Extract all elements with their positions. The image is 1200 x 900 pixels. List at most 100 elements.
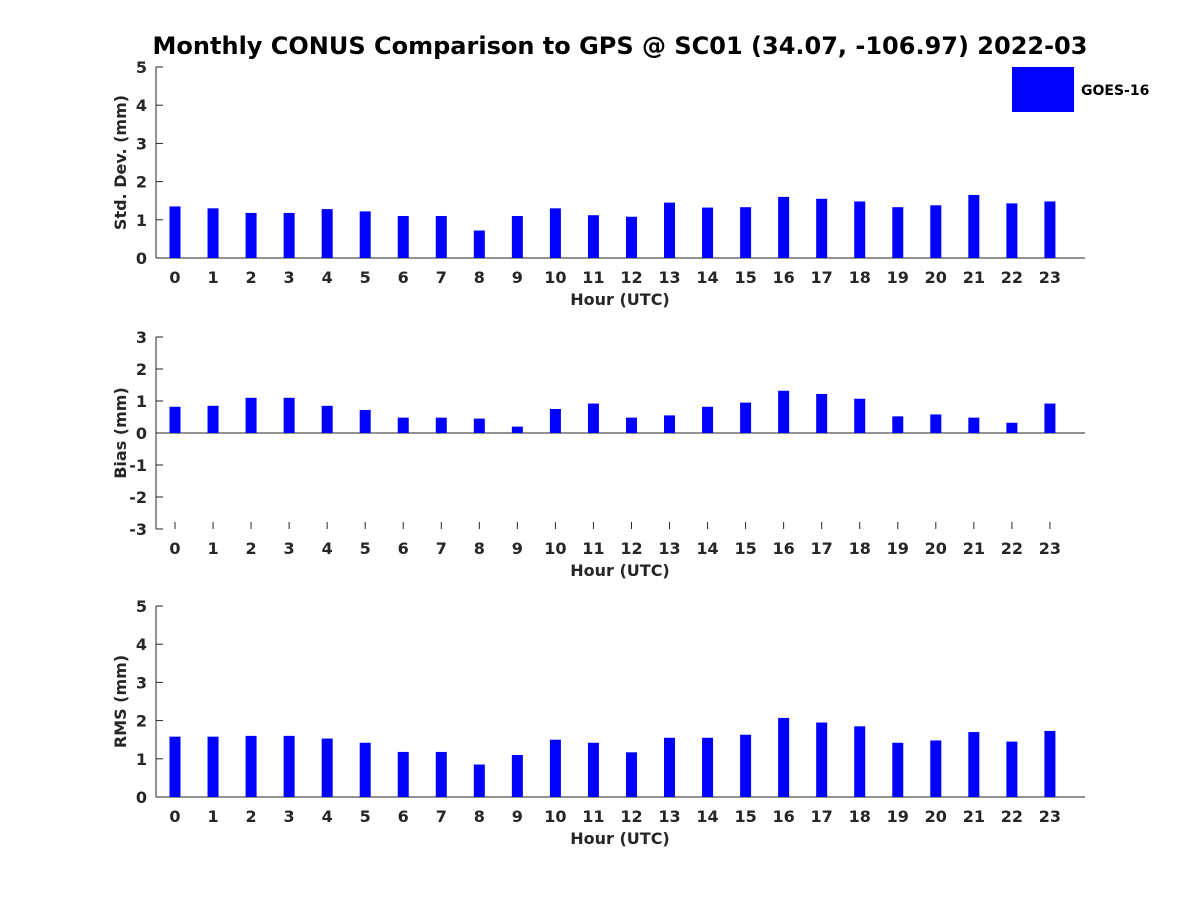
- rms-x-tick-label: 15: [734, 807, 756, 826]
- std-dev-x-tick-label: 1: [207, 268, 218, 287]
- bias-bar: [511, 426, 523, 433]
- rms-x-tick-label: 9: [512, 807, 523, 826]
- rms-bar: [321, 738, 333, 797]
- std-dev-y-axis-label: Std. Dev. (mm): [111, 95, 130, 230]
- rms-bar: [1006, 741, 1018, 797]
- bias-x-tick-label: 14: [696, 539, 718, 558]
- std-dev-bar: [816, 198, 828, 258]
- bias-bar: [892, 416, 904, 433]
- std-dev-y-tick-label: 1: [136, 211, 147, 230]
- std-dev-bar: [321, 209, 333, 258]
- bias-bar: [968, 417, 980, 433]
- legend-swatch: [1012, 67, 1074, 112]
- std-dev-bar: [778, 196, 790, 258]
- rms-bar: [169, 736, 181, 797]
- rms-x-tick-label: 22: [1001, 807, 1023, 826]
- std-dev-bar: [1044, 201, 1056, 258]
- bias-x-tick-label: 23: [1039, 539, 1061, 558]
- bias-bar: [245, 397, 257, 433]
- bias-y-axis-label: Bias (mm): [111, 387, 130, 479]
- std-dev-x-tick-label: 11: [582, 268, 604, 287]
- bias-x-tick-label: 10: [544, 539, 566, 558]
- std-dev-x-tick-label: 9: [512, 268, 523, 287]
- bias-y-tick-label: -2: [129, 488, 147, 507]
- std-dev-x-tick-label: 3: [284, 268, 295, 287]
- std-dev-x-tick-label: 12: [620, 268, 642, 287]
- std-dev-bar: [587, 215, 599, 258]
- bias-bar: [664, 415, 676, 433]
- std-dev-x-tick-label: 21: [963, 268, 985, 287]
- bias-x-tick-label: 22: [1001, 539, 1023, 558]
- std-dev-x-tick-label: 20: [925, 268, 947, 287]
- rms-bar: [968, 732, 980, 797]
- rms-x-tick-label: 6: [398, 807, 409, 826]
- rms-bar: [664, 737, 676, 797]
- rms-x-tick-label: 20: [925, 807, 947, 826]
- rms-x-tick-label: 14: [696, 807, 718, 826]
- bias-x-tick-label: 7: [436, 539, 447, 558]
- std-dev-x-tick-label: 10: [544, 268, 566, 287]
- bias-y-tick-label: -3: [129, 520, 147, 539]
- bias-x-tick-label: 21: [963, 539, 985, 558]
- std-dev-bar: [625, 216, 637, 258]
- bias-x-tick-label: 5: [360, 539, 371, 558]
- bias-bar: [740, 402, 752, 433]
- bias-bar: [321, 405, 333, 433]
- std-dev-y-tick-label: 2: [136, 173, 147, 192]
- rms-x-tick-label: 12: [620, 807, 642, 826]
- rms-bar: [816, 722, 828, 797]
- rms-x-tick-label: 8: [474, 807, 485, 826]
- rms-bar: [625, 752, 637, 797]
- std-dev-bar: [930, 205, 942, 258]
- rms-x-tick-label: 17: [811, 807, 833, 826]
- bias-bar: [169, 406, 181, 433]
- rms-x-tick-label: 3: [284, 807, 295, 826]
- bias-x-tick-label: 6: [398, 539, 409, 558]
- std-dev-x-tick-label: 16: [773, 268, 795, 287]
- std-dev-x-tick-label: 2: [246, 268, 257, 287]
- bias-bar: [1006, 422, 1018, 433]
- std-dev-bar: [435, 215, 447, 258]
- std-dev-x-tick-label: 14: [696, 268, 718, 287]
- rms-x-tick-label: 21: [963, 807, 985, 826]
- bias-bar: [702, 406, 714, 433]
- bias-x-tick-label: 0: [169, 539, 180, 558]
- std-dev-bar: [207, 208, 219, 258]
- rms-x-tick-label: 10: [544, 807, 566, 826]
- bias-x-tick-label: 13: [658, 539, 680, 558]
- bias-bar: [587, 403, 599, 433]
- bias-x-tick-label: 15: [734, 539, 756, 558]
- bias-bar: [473, 418, 485, 433]
- bias-bar: [625, 417, 637, 433]
- bias-bar: [397, 417, 409, 433]
- bias-bar: [816, 393, 828, 433]
- std-dev-x-tick-label: 15: [734, 268, 756, 287]
- bias-bar: [1044, 403, 1056, 433]
- bias-y-tick-label: 3: [136, 328, 147, 347]
- rms-bar: [549, 739, 561, 797]
- rms-x-axis-label: Hour (UTC): [570, 829, 670, 848]
- std-dev-y-tick-label: 4: [136, 96, 147, 115]
- std-dev-bar: [1006, 203, 1018, 258]
- rms-bar: [854, 726, 866, 797]
- bias-x-tick-label: 2: [246, 539, 257, 558]
- rms-bar: [740, 734, 752, 797]
- std-dev-bar: [283, 212, 295, 258]
- rms-x-tick-label: 11: [582, 807, 604, 826]
- rms-y-tick-label: 2: [136, 712, 147, 731]
- bias-bar: [778, 390, 790, 433]
- std-dev-bar: [892, 207, 904, 258]
- rms-x-tick-label: 2: [246, 807, 257, 826]
- std-dev-x-tick-label: 13: [658, 268, 680, 287]
- rms-x-tick-label: 0: [169, 807, 180, 826]
- std-dev-bar: [702, 207, 714, 258]
- rms-bar: [397, 751, 409, 797]
- std-dev-bar: [854, 201, 866, 258]
- std-dev-x-tick-label: 7: [436, 268, 447, 287]
- bias-x-tick-label: 1: [207, 539, 218, 558]
- bias-bar: [283, 397, 295, 433]
- rms-x-tick-label: 13: [658, 807, 680, 826]
- rms-y-tick-label: 3: [136, 673, 147, 692]
